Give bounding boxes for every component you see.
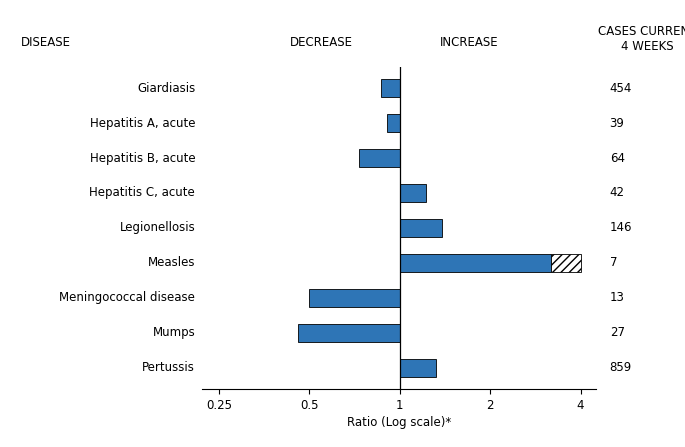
Text: 42: 42 bbox=[610, 186, 625, 199]
Text: 7: 7 bbox=[610, 257, 617, 270]
Bar bbox=[399, 184, 425, 202]
Text: 146: 146 bbox=[610, 221, 632, 235]
Text: 64: 64 bbox=[610, 152, 625, 164]
Bar bbox=[359, 149, 399, 167]
Text: 27: 27 bbox=[610, 326, 625, 339]
Text: Measles: Measles bbox=[148, 257, 195, 270]
Text: Legionellosis: Legionellosis bbox=[119, 221, 195, 235]
Bar bbox=[399, 359, 436, 377]
Bar bbox=[299, 324, 399, 342]
Text: DECREASE: DECREASE bbox=[290, 36, 353, 49]
Text: Hepatitis A, acute: Hepatitis A, acute bbox=[90, 117, 195, 130]
Text: 39: 39 bbox=[610, 117, 625, 130]
X-axis label: Ratio (Log scale)*: Ratio (Log scale)* bbox=[347, 416, 451, 429]
Bar bbox=[399, 254, 551, 272]
Text: Hepatitis C, acute: Hepatitis C, acute bbox=[90, 186, 195, 199]
Bar bbox=[387, 114, 399, 132]
Text: Hepatitis B, acute: Hepatitis B, acute bbox=[90, 152, 195, 164]
Text: Mumps: Mumps bbox=[153, 326, 195, 339]
Text: Pertussis: Pertussis bbox=[142, 362, 195, 375]
Text: CASES CURRENT: CASES CURRENT bbox=[598, 25, 685, 38]
Bar bbox=[309, 289, 399, 307]
Text: 4 WEEKS: 4 WEEKS bbox=[621, 40, 673, 54]
Text: 859: 859 bbox=[610, 362, 632, 375]
Text: 13: 13 bbox=[610, 291, 625, 304]
Text: Meningococcal disease: Meningococcal disease bbox=[60, 291, 195, 304]
Text: DISEASE: DISEASE bbox=[21, 36, 71, 49]
Bar bbox=[382, 79, 399, 97]
Text: 454: 454 bbox=[610, 81, 632, 94]
Text: INCREASE: INCREASE bbox=[440, 36, 498, 49]
Bar bbox=[399, 219, 442, 237]
Bar bbox=[551, 254, 581, 272]
Text: Giardiasis: Giardiasis bbox=[137, 81, 195, 94]
